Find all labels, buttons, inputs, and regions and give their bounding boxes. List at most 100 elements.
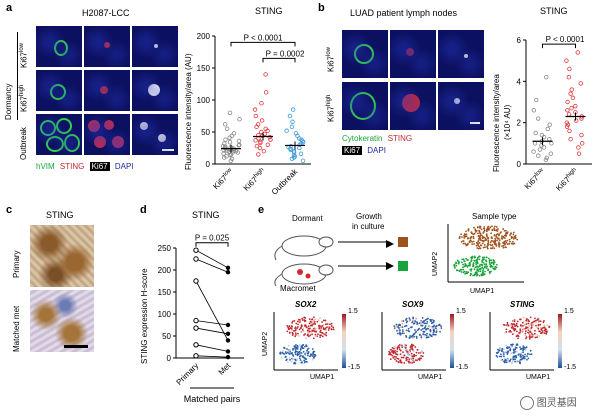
cell-dot (295, 333, 297, 336)
cell-dot (435, 330, 438, 333)
pair-line (195, 249, 229, 269)
cell-dot (322, 319, 325, 322)
cell-dot (309, 324, 312, 327)
cell-dot (492, 267, 495, 270)
cell-dot (490, 270, 492, 273)
data-point (565, 99, 570, 105)
data-point (534, 97, 539, 103)
cell-dot (536, 336, 538, 339)
micrograph-tile (36, 70, 82, 111)
data-point (236, 138, 242, 144)
cell-dot (546, 330, 548, 333)
legend-dapi: DAPI (114, 162, 134, 171)
cell-dot (312, 327, 315, 330)
cell-dot (297, 332, 299, 335)
cell-dot (498, 349, 501, 352)
cell-dot (414, 359, 417, 362)
y-tick-label: 2 (517, 119, 522, 128)
data-point (539, 132, 545, 138)
cell-dot (483, 236, 486, 239)
cell-dot (481, 272, 484, 275)
cell-dot (288, 328, 290, 331)
cell-dot (502, 244, 505, 247)
cell-dot (492, 263, 495, 266)
cell-dot (478, 230, 481, 233)
cell-dot (475, 263, 477, 266)
cell-dot (476, 273, 479, 276)
data-point (564, 124, 570, 129)
cell-dot (494, 225, 496, 228)
cell-dot (308, 327, 311, 330)
cell-dot (291, 320, 294, 323)
data-point (543, 157, 549, 163)
cell-dot (484, 238, 487, 241)
cell-dot (396, 348, 399, 350)
cell-dot (286, 348, 288, 350)
cell-dot (434, 333, 437, 336)
data-point (573, 118, 579, 123)
cell-dot (304, 353, 306, 355)
cell-dot (472, 274, 474, 277)
cell-dot (508, 238, 511, 241)
colorbar-max: 1.5 (456, 308, 466, 315)
cell-dot (439, 327, 442, 330)
cell-dot (460, 271, 463, 273)
cell-dot (521, 321, 524, 324)
pair-line (195, 344, 229, 352)
cell-dot (478, 255, 481, 258)
cell-dot (494, 237, 497, 240)
legend-hvim: hVIM (36, 162, 55, 171)
data-point (566, 112, 572, 117)
cell-dot (513, 236, 515, 238)
data-point (547, 136, 552, 142)
cell-dot (404, 319, 407, 321)
data-point (568, 91, 573, 96)
cell-dot (523, 355, 526, 358)
cell-dot (416, 348, 419, 351)
cell-dot (487, 225, 490, 228)
data-point (267, 134, 272, 140)
macromet-label: Macromet (280, 284, 316, 293)
cell-dot (515, 322, 518, 325)
macromet-mouse-icon (274, 263, 334, 287)
panel-a-title: H2087-LCC (82, 8, 130, 18)
cell-dot (405, 344, 407, 347)
gene-sox2-title: SOX2 (295, 300, 317, 309)
mouse-schematic (274, 235, 408, 287)
cell-dot (309, 334, 312, 337)
cell-dot (497, 228, 499, 230)
data-point (300, 158, 306, 163)
data-point (252, 107, 258, 112)
cell-dot (483, 273, 486, 275)
cell-dot (300, 352, 303, 354)
cell-dot (497, 242, 500, 245)
cell-dot (519, 354, 522, 357)
cell-dot (524, 334, 527, 337)
cell-dot (510, 326, 513, 329)
data-point (567, 128, 572, 134)
data-point (222, 141, 227, 146)
cell-dot (405, 335, 407, 337)
cell-dot (325, 334, 328, 337)
cell-dot (465, 233, 468, 236)
cell-dot (414, 346, 417, 348)
cell-dot (320, 325, 322, 328)
cell-dot (488, 261, 491, 264)
cell-dot (428, 325, 431, 328)
cell-dot (294, 362, 297, 365)
cell-dot (300, 324, 303, 327)
data-point (566, 75, 572, 80)
cell-dot (488, 259, 491, 261)
cell-dot (301, 346, 304, 349)
cell-dot (509, 349, 512, 352)
cell-dot (469, 274, 472, 277)
cell-dot (394, 358, 396, 361)
x-tick-label: Ki67high (554, 167, 580, 193)
cell-dot (395, 325, 398, 328)
x-tick-label: Ki67high (242, 167, 268, 193)
sting-umap1-label: UMAP1 (526, 374, 551, 381)
colorbar-min: -1.5 (348, 364, 361, 371)
cell-dot (486, 235, 488, 238)
panel-b-legend-row2: Ki67 DAPI (342, 146, 386, 155)
y-tick-label: 150 (197, 64, 211, 73)
